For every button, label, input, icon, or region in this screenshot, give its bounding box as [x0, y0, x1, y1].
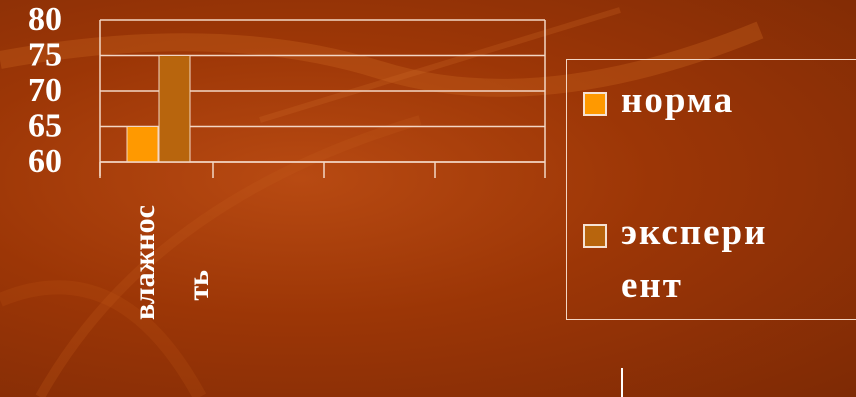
bar-experiment	[158, 55, 191, 163]
y-tick-label-70: 70	[28, 72, 62, 109]
legend-swatch-experiment	[583, 224, 607, 248]
y-tick-label-60: 60	[28, 143, 62, 180]
x-category-label: влажнос ть	[128, 205, 215, 320]
legend-label-experiment: экспери ент	[621, 206, 845, 312]
legend: норма экспери ент	[566, 59, 856, 320]
legend-label-experiment-line-1: экспери	[621, 212, 768, 253]
legend-label-norma: норма	[621, 74, 845, 127]
legend-swatch-norma	[583, 92, 607, 116]
bar-norma	[126, 126, 159, 163]
y-tick-label-75: 75	[28, 37, 62, 74]
legend-label-experiment-line-2: ент	[621, 265, 683, 306]
x-category-label-line-1: влажнос	[128, 205, 161, 320]
axes	[99, 20, 546, 178]
legend-item-norma: норма	[583, 80, 845, 127]
x-category-label-line-2: ть	[182, 270, 215, 301]
legend-label-norma-line-1: норма	[621, 80, 735, 121]
y-tick-label-65: 65	[28, 108, 62, 145]
bars	[126, 55, 191, 163]
y-tick-label-80: 80	[28, 1, 62, 38]
legend-item-experiment: экспери ент	[583, 212, 845, 312]
text-cursor	[621, 368, 623, 397]
